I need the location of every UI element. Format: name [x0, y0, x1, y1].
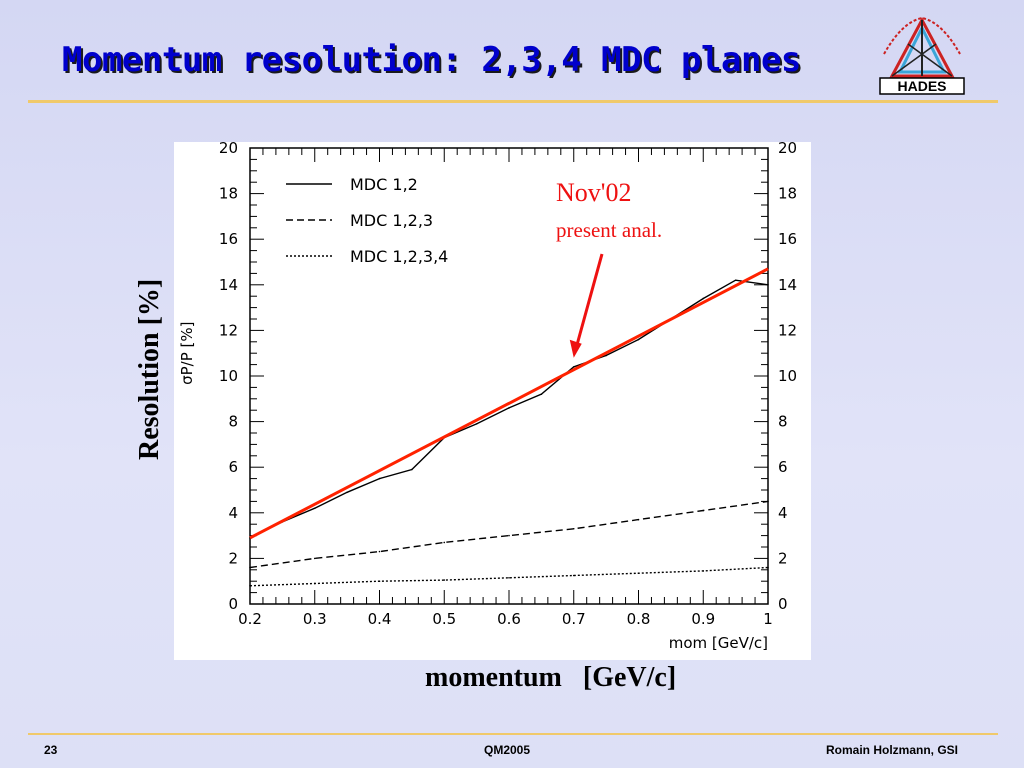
data-point [734, 279, 737, 282]
legend-label: MDC 1,2,3 [350, 211, 433, 230]
y-tick-label-left: 14 [219, 276, 238, 294]
annotation-title: Nov'02 [556, 178, 631, 207]
x-tick-label: 0.5 [432, 610, 456, 628]
data-point [637, 338, 640, 341]
y-tick-label-right: 16 [778, 230, 797, 248]
hades-logo: HADES [879, 16, 965, 95]
slide-title: Momentum resolution: 2,3,4 MDC planes [62, 40, 801, 80]
data-point [702, 509, 705, 512]
resolution-chart: 0 0 2 2 4 4 6 6 8 8 10 10 12 12 14 14 16 16 18 18 20 20 0.2 0.3… [178, 139, 797, 652]
chart-panel: 0 0 2 2 4 4 6 6 8 8 10 10 12 12 14 14 16 16 18 18 20 20 0.2 0.3… [174, 139, 811, 660]
y-axis-title: σP/P [%] [178, 322, 196, 385]
data-point [508, 576, 510, 579]
outer-y-axis-label: Resolution [%] [134, 278, 165, 460]
y-tick-label-left: 12 [219, 321, 238, 339]
author-label: Romain Holzmann, GSI [826, 743, 959, 757]
data-point [378, 550, 381, 553]
data-point [313, 582, 316, 585]
x-tick-label: 0.7 [562, 610, 586, 628]
footer-divider [28, 733, 998, 735]
data-point [702, 297, 705, 300]
data-point [767, 284, 769, 286]
x-tick-label: 0.2 [238, 610, 262, 628]
data-point [313, 507, 316, 510]
logo-text: HADES [897, 78, 946, 94]
x-tick-label: 1 [763, 610, 773, 628]
data-point [767, 566, 769, 569]
x-tick-label: 0.3 [303, 610, 327, 628]
conference-label: QM2005 [484, 743, 531, 757]
legend-label: MDC 1,2,3,4 [350, 247, 448, 266]
y-tick-label-right: 0 [778, 595, 788, 613]
x-axis-title: mom [GeV/c] [669, 634, 768, 652]
y-tick-label-left: 20 [219, 142, 238, 157]
x-tick-label: 0.9 [691, 610, 715, 628]
data-point [411, 468, 413, 471]
data-point [572, 527, 575, 530]
y-tick-label-right: 8 [778, 413, 788, 431]
data-point [508, 534, 510, 537]
x-tick-label: 0.6 [497, 610, 521, 628]
data-point [313, 557, 316, 560]
data-point [637, 518, 640, 521]
y-tick-label-left: 4 [228, 504, 238, 522]
data-point [637, 572, 640, 575]
y-tick-label-right: 12 [778, 321, 797, 339]
x-tick-label: 0.8 [627, 610, 651, 628]
annotation-arrow [575, 253, 604, 347]
data-point [702, 570, 705, 572]
data-point [605, 354, 607, 357]
data-point [508, 407, 510, 409]
y-tick-label-left: 8 [228, 413, 238, 431]
data-point [767, 500, 769, 503]
y-tick-label-right: 2 [778, 549, 788, 567]
y-tick-label-left: 0 [228, 595, 238, 613]
y-tick-label-right: 4 [778, 504, 788, 522]
data-point [443, 541, 446, 544]
data-point [249, 566, 251, 569]
y-tick-label-left: 16 [219, 230, 238, 248]
y-tick-label-right: 14 [778, 276, 797, 294]
data-point [475, 423, 478, 425]
data-point [378, 477, 381, 480]
outer-x-axis-label: momentum [GeV/c] [425, 662, 677, 693]
legend-label: MDC 1,2 [350, 175, 418, 194]
data-point [249, 584, 251, 587]
series-line-2 [249, 500, 769, 569]
data-point [540, 393, 543, 396]
y-tick-label-left: 10 [219, 367, 238, 385]
y-tick-label-right: 6 [778, 458, 788, 476]
data-point [572, 366, 575, 368]
data-point [572, 574, 575, 577]
page-number: 23 [44, 743, 58, 757]
annotation-subtitle: present anal. [556, 218, 662, 242]
series-line-1 [249, 279, 769, 539]
data-point [346, 491, 348, 494]
data-point [443, 579, 446, 581]
y-tick-label-right: 10 [778, 367, 797, 385]
y-tick-label-right: 18 [778, 185, 797, 203]
annotation-arrowhead [569, 339, 582, 358]
y-tick-label-left: 18 [219, 185, 238, 203]
y-tick-label-left: 6 [228, 458, 238, 476]
x-tick-label: 0.4 [368, 610, 392, 628]
y-tick-label-left: 2 [228, 549, 238, 567]
fit-line [249, 267, 769, 540]
series-line-3 [249, 566, 769, 587]
y-tick-label-right: 20 [778, 142, 797, 157]
header-divider [28, 100, 998, 103]
data-point [378, 580, 381, 582]
